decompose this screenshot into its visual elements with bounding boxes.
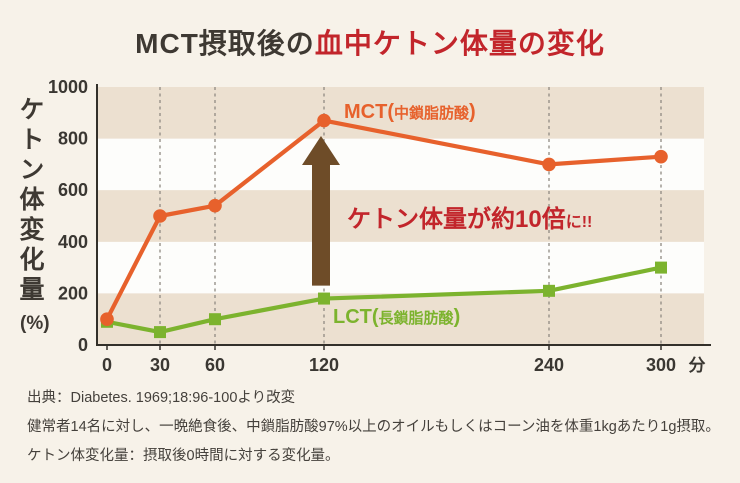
x-axis-unit: 分 [689, 356, 706, 375]
mct-point [153, 209, 167, 223]
x-tick-label: 0 [102, 355, 112, 375]
chart-title-prefix: MCT摂取後の [135, 28, 315, 59]
y-tick-label: 800 [58, 129, 88, 149]
stripe-beige [98, 293, 704, 345]
mct-point [208, 198, 222, 213]
lct-point [209, 313, 221, 326]
mct-point [654, 149, 668, 164]
lct-point [154, 326, 166, 339]
stripe-beige [98, 87, 704, 139]
y-tick-label: 1000 [48, 77, 88, 97]
y-axis-title: ケトン体変化量 [16, 96, 44, 306]
lct-label-abbr: LCT( [333, 306, 379, 328]
mct-label-close: ) [469, 101, 476, 123]
y-tick-label: 400 [58, 232, 88, 252]
mct-point [542, 157, 556, 172]
y-tick-label: 200 [58, 283, 88, 303]
footnote-source: 出典：Diabetes. 1969;18:96-100より改変 [27, 390, 296, 406]
footnotes: 出典：Diabetes. 1969;18:96-100より改変 健常者14名に対… [27, 384, 720, 471]
x-tick-label: 300 [646, 355, 676, 375]
arrow-up-icon [302, 136, 340, 286]
footnote-method: 健常者14名に対し、一晩絶食後、中鎖脂肪酸97%以上のオイルもしくはコーン油を体… [27, 419, 720, 435]
chart-title: MCT摂取後の血中ケトン体量の変化 [0, 22, 740, 62]
x-tick-label: 60 [205, 355, 225, 375]
lct-line [104, 265, 664, 335]
x-tick-label: 240 [534, 355, 564, 375]
footnote-definition: ケトン体変化量：摂取後0時間に対する変化量。 [27, 448, 340, 464]
y-tick-label: 0 [78, 335, 88, 355]
mct-line [104, 118, 664, 322]
annotation-ketone-10x: ケトン体量が約10倍に!! [347, 199, 592, 234]
lct-label-close: ) [453, 306, 461, 328]
mct-series-label: MCT(中鎖脂肪酸) [344, 101, 476, 124]
lct-point [318, 292, 330, 305]
y-tick-label: 600 [58, 180, 88, 200]
mct-point [100, 312, 114, 327]
annotation-main-text: ケトン体量が約10倍 [347, 206, 566, 233]
x-tick-label: 30 [150, 355, 170, 375]
mct-point [317, 113, 331, 128]
mct-label-full: 中鎖脂肪酸 [393, 105, 469, 122]
chart-title-highlight: 血中ケトン体量の変化 [314, 28, 605, 59]
lct-point [655, 261, 667, 274]
stripe-beige [98, 190, 704, 242]
mct-label-abbr: MCT( [344, 101, 394, 123]
stripe-white [98, 138, 704, 191]
lct-series-label: LCT(長鎖脂肪酸) [333, 306, 460, 329]
y-axis-unit: (%) [20, 313, 50, 334]
stripe-white [98, 241, 704, 294]
lct-point [543, 284, 555, 297]
lct-label-full: 長鎖脂肪酸 [378, 310, 454, 327]
x-tick-label: 120 [309, 355, 339, 375]
annotation-suffix-text: に!! [565, 214, 593, 231]
